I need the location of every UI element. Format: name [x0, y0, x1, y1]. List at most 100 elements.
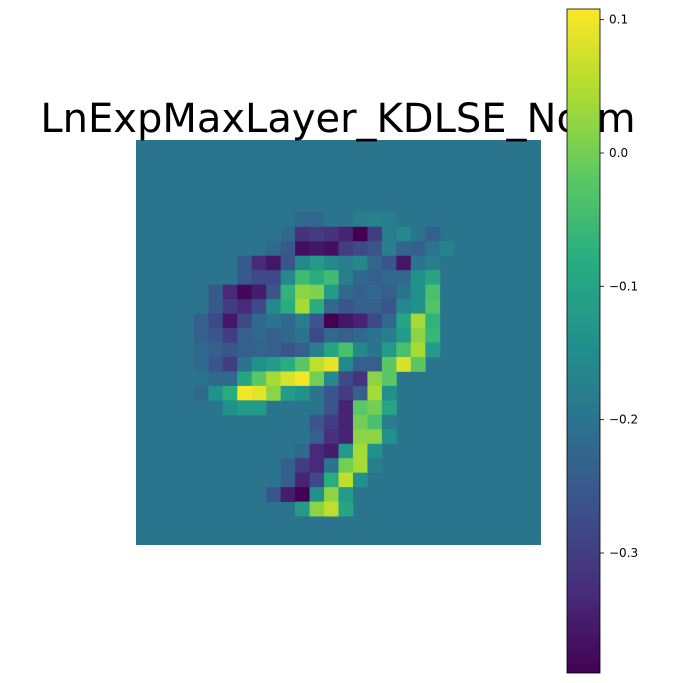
heatmap-cell — [193, 356, 209, 372]
chart-title: LnExpMaxLayer_KDLSE_Norm — [40, 96, 635, 142]
heatmap-cell — [324, 487, 339, 502]
heatmap-cell — [193, 371, 209, 387]
heatmap-cell — [367, 371, 383, 387]
heatmap-cell — [338, 299, 354, 314]
heatmap-cell — [251, 385, 267, 401]
heatmap-cell — [295, 342, 310, 358]
heatmap-cell — [309, 487, 325, 502]
colorbar-tick-label: −0.2 — [609, 413, 638, 427]
heatmap-cell — [425, 328, 441, 343]
heatmap-cell — [396, 313, 412, 329]
heatmap-cell — [425, 284, 441, 300]
heatmap-cell — [324, 284, 339, 300]
heatmap-cell — [352, 429, 368, 445]
heatmap-cell — [324, 356, 339, 372]
colorbar-tick-label: 0.1 — [609, 13, 628, 27]
heatmap-cell — [338, 400, 354, 416]
heatmap-cell — [237, 342, 253, 358]
heatmap-cell — [352, 299, 368, 314]
heatmap-cell — [352, 328, 368, 343]
heatmap-cell — [251, 328, 267, 343]
heatmap-cell — [280, 342, 296, 358]
colorbar-ticks: 0.1 0.0 −0.1 −0.2 −0.3 — [600, 13, 638, 560]
heatmap-cell — [352, 342, 368, 358]
heatmap-cell — [280, 299, 296, 314]
heatmap-cell — [266, 299, 282, 314]
heatmap-cell — [280, 385, 296, 401]
heatmap-cell — [266, 255, 282, 271]
heatmap-cell — [309, 241, 325, 257]
heatmap-cell — [324, 342, 339, 358]
heatmap-cell — [309, 226, 325, 242]
heatmap-cell — [295, 313, 310, 329]
heatmap-cell — [410, 313, 426, 329]
heatmap-cell — [280, 226, 296, 242]
heatmap-cell — [208, 342, 224, 358]
heatmap-cell — [381, 429, 397, 445]
heatmap-cell — [208, 356, 224, 372]
heatmap-cell — [381, 241, 397, 257]
heatmap-cell — [352, 270, 368, 286]
heatmap-cell — [309, 284, 325, 300]
heatmap-cell — [396, 226, 412, 242]
heatmap-cell — [425, 255, 441, 271]
heatmap-cell — [193, 385, 209, 401]
heatmap-cell — [295, 255, 310, 271]
colorbar: 0.1 0.0 −0.1 −0.2 −0.3 — [566, 8, 638, 674]
heatmap-cell — [352, 400, 368, 416]
heatmap-cell — [352, 487, 368, 502]
heatmap-cell — [352, 226, 368, 242]
heatmap-cell — [396, 241, 412, 257]
heatmap-cell — [280, 356, 296, 372]
heatmap-cell — [367, 342, 383, 358]
heatmap-cell — [208, 385, 224, 401]
heatmap-cell — [280, 472, 296, 488]
heatmap-cell — [338, 371, 354, 387]
heatmap-cell — [367, 299, 383, 314]
heatmap-cell — [410, 356, 426, 372]
heatmap-cell — [396, 284, 412, 300]
heatmap-cell — [425, 313, 441, 329]
heatmap-cell — [295, 501, 310, 517]
heatmap-cell — [352, 458, 368, 474]
heatmap-cell — [410, 226, 426, 242]
heatmap-cell — [338, 284, 354, 300]
heatmap-cell — [251, 400, 267, 416]
heatmap-cell — [295, 443, 310, 459]
heatmap-cell — [266, 356, 282, 372]
heatmap-cell — [324, 299, 339, 314]
heatmap-cell — [425, 270, 441, 286]
heatmap-cell — [352, 313, 368, 329]
heatmap-cell — [367, 356, 383, 372]
heatmap-cell — [295, 270, 310, 286]
heatmap-cell — [381, 212, 397, 228]
heatmap-cell — [381, 385, 397, 401]
heatmap-cell — [222, 328, 238, 343]
heatmap-cell — [222, 356, 238, 372]
heatmap-cell — [367, 226, 383, 242]
heatmap-cell — [324, 255, 339, 271]
heatmap-cell — [338, 328, 354, 343]
heatmap-cell — [338, 458, 354, 474]
heatmap-cell — [237, 284, 253, 300]
heatmap-cell — [367, 400, 383, 416]
heatmap-cell — [410, 328, 426, 343]
heatmap-cell — [193, 313, 209, 329]
heatmap-cell — [338, 255, 354, 271]
heatmap-cell — [280, 313, 296, 329]
heatmap-cell — [309, 212, 325, 228]
heatmap-cell — [309, 472, 325, 488]
heatmap-cell — [352, 212, 368, 228]
heatmap-cell — [338, 443, 354, 459]
heatmap-cell — [367, 270, 383, 286]
heatmap-cell — [222, 371, 238, 387]
heatmap-cell — [237, 356, 253, 372]
heatmap-cell — [208, 371, 224, 387]
heatmap-cell — [352, 385, 368, 401]
heatmap-cell — [266, 270, 282, 286]
heatmap-cell — [309, 443, 325, 459]
heatmap-cell — [396, 342, 412, 358]
heatmap-cell — [367, 284, 383, 300]
heatmap-cell — [309, 371, 325, 387]
heatmap-cell — [410, 255, 426, 271]
